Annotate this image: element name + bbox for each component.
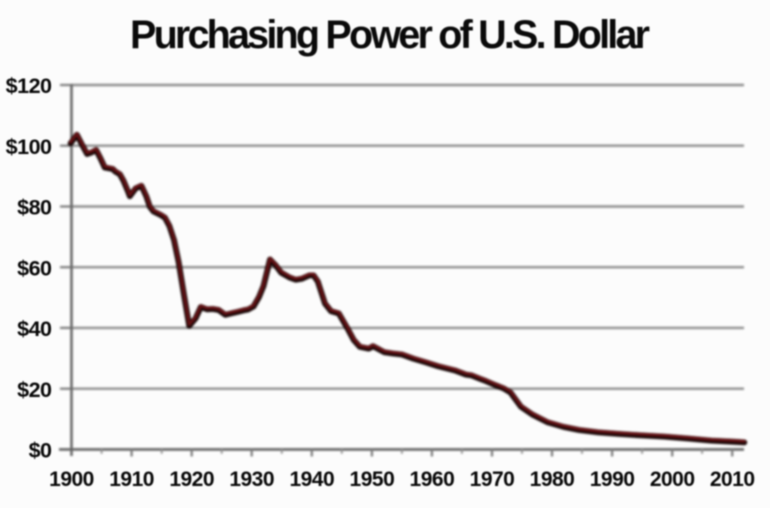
- svg-text:1970: 1970: [470, 468, 515, 491]
- svg-text:2000: 2000: [650, 468, 695, 491]
- svg-text:$100: $100: [6, 135, 52, 159]
- svg-text:1920: 1920: [169, 468, 214, 491]
- svg-text:Purchasing Power of U.S. Dolla: Purchasing Power of U.S. Dollar: [130, 13, 650, 57]
- svg-text:$120: $120: [6, 74, 52, 98]
- svg-text:$60: $60: [17, 256, 52, 280]
- svg-text:1940: 1940: [289, 468, 334, 491]
- svg-text:1910: 1910: [109, 468, 154, 491]
- svg-text:1960: 1960: [410, 468, 455, 491]
- svg-text:1990: 1990: [590, 468, 635, 491]
- svg-text:$40: $40: [17, 317, 52, 341]
- svg-text:$0: $0: [29, 439, 52, 463]
- svg-text:1930: 1930: [229, 468, 274, 491]
- svg-text:1950: 1950: [350, 468, 395, 491]
- svg-text:$80: $80: [17, 196, 52, 220]
- svg-text:2010: 2010: [710, 468, 755, 491]
- svg-text:1980: 1980: [530, 468, 575, 491]
- svg-text:1900: 1900: [49, 468, 94, 491]
- svg-text:$20: $20: [17, 378, 52, 402]
